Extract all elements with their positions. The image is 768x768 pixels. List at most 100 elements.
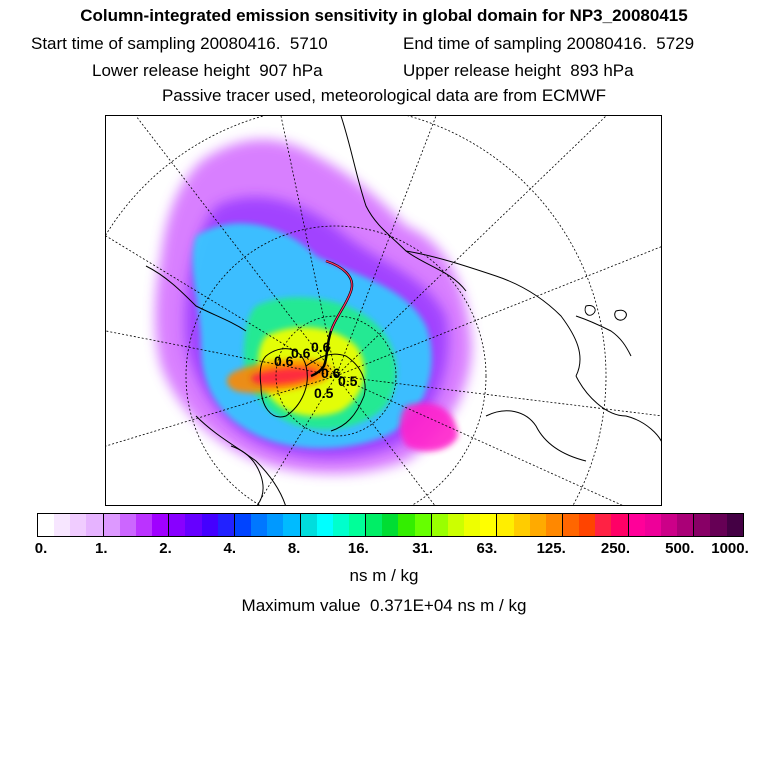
color-scale-swatch [497,514,514,536]
color-scale-tick-label: 125. [536,540,566,557]
latitude-circle [275,315,397,437]
color-scale-swatch [660,514,678,536]
color-scale-swatch [414,514,432,536]
color-scale-swatch [431,514,448,536]
track-label: 0.5 [314,385,334,401]
track-label: 0.5 [338,373,358,389]
color-scale-swatch [103,514,120,536]
color-scale-swatch [332,514,349,536]
color-scale-tick-label: 0. [34,540,48,557]
meridian-line [106,375,337,447]
color-scale-tick-label: 63. [476,540,498,557]
meridian-line [335,375,435,505]
color-scale-ticks: 0. 1. 2. 4. 8. 16. 31. 63. 125. 250. 500. 1000. [0,540,768,560]
color-scale-swatch [217,514,235,536]
track-label: 0.6 [274,353,294,369]
color-scale-swatch [611,514,629,536]
color-scale-swatch [234,514,252,536]
coastline-islands [584,305,627,321]
color-scale-swatch [464,514,481,536]
color-scale-swatch [382,514,399,536]
color-scale-unit: ns m / kg [349,566,419,585]
coastline-alaska [485,410,587,462]
graticule [106,116,661,505]
color-scale-swatch [201,514,218,536]
meridian-line [335,116,437,377]
color-scale-swatch [119,514,136,536]
meridian-line [335,246,661,377]
sampling-start-time: Start time of sampling 20080416. 5710 [31,34,328,53]
color-scale-swatch [169,514,186,536]
color-scale-swatch [283,514,301,536]
color-scale-swatch [398,514,415,536]
upper-release-height: Upper release height 893 hPa [403,61,634,80]
maximum-value: Maximum value 0.371E+04 ns m / kg [241,596,527,615]
meridian-line [256,375,337,505]
color-scale-swatch [710,514,727,536]
color-scale-swatch [644,514,661,536]
color-scale-swatch [70,514,87,536]
color-scale-swatch [513,514,530,536]
meridian-line [335,116,607,377]
color-scale-tick-label: 4. [223,540,237,557]
color-scale-swatch [152,514,170,536]
field-red [251,367,318,385]
color-scale-tick-label: 1000. [711,540,749,557]
color-scale-swatch [366,514,383,536]
color-scale-tick-label: 500. [665,540,695,557]
color-scale-swatch [595,514,612,536]
coastline-america [195,415,286,505]
latitude-circle [106,116,607,505]
coastline-asia [340,116,467,292]
coastline-pacific [575,375,661,442]
color-scale-tick-label: 1. [95,540,108,557]
color-scale-swatch [694,514,711,536]
color-scale-swatch [545,514,563,536]
field-magenta-tail [400,402,458,452]
track-label: 0.6 [291,345,311,361]
lower-release-height: Lower release height 907 hPa [92,61,323,80]
track-labels: 0.6 0.6 0.6 0.6 0.5 0.5 [274,339,358,401]
color-scale-swatch [348,514,367,536]
meridian-line [280,116,337,377]
flight-track-highlight [325,260,353,332]
track-label: 0.6 [321,365,341,381]
color-scale-swatch [563,514,580,536]
color-scale-tick-label: 16. [347,540,369,557]
coastline-japan [575,315,632,357]
meridian-line [135,116,337,377]
color-scale-tick-label: 31. [412,540,434,557]
meridian-line [335,375,623,505]
latitude-circle [185,225,487,505]
color-scale-bar [37,513,744,537]
coastlines [145,116,661,505]
color-scale-swatch [86,514,104,536]
track-label: 0.6 [311,339,331,355]
coastline-siberia [405,250,581,377]
color-scale-swatch [579,514,596,536]
color-scale-tick-label: 2. [159,540,172,557]
meridian-line [106,330,337,377]
color-scale-tick-label: 250. [600,540,631,557]
color-scale-swatch [316,514,333,536]
color-scale-swatch [267,514,284,536]
color-scale-swatch [300,514,317,536]
tracer-note: Passive tracer used, meteorological data… [161,86,607,105]
sampling-end-time: End time of sampling 20080416. 5729 [403,34,695,53]
plot-title: Column-integrated emission sensitivity i… [80,6,688,25]
sensitivity-field [155,139,472,474]
color-scale-swatch [480,514,498,536]
color-scale-swatch [54,514,71,536]
color-scale-swatch [628,514,645,536]
color-scale-swatch [529,514,546,536]
coastline-europe [145,265,247,332]
map-canvas: 0.6 0.6 0.6 0.6 0.5 0.5 [106,116,661,505]
meridian-line [335,375,661,417]
sensitivity-map: 0.6 0.6 0.6 0.6 0.5 0.5 [105,115,662,506]
color-scale-swatch [677,514,695,536]
coastline-greenland [259,348,308,418]
color-scale-swatch [447,514,465,536]
color-scale-swatch [185,514,202,536]
coastline-hudson [230,445,264,505]
color-scale-swatch [135,514,153,536]
